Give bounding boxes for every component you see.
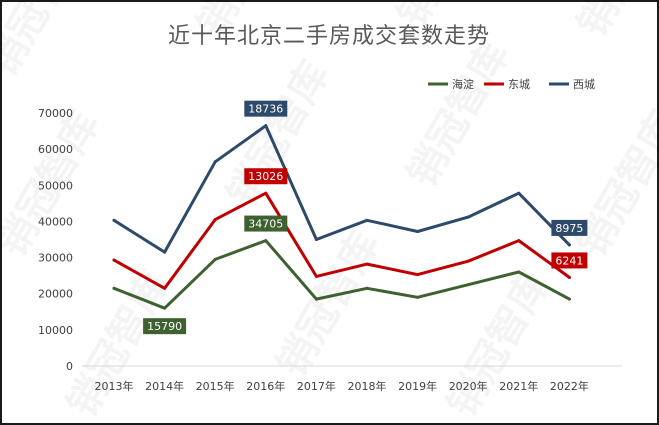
data-label-box	[244, 100, 288, 117]
legend-label: 海淀	[452, 77, 474, 91]
series-line	[112, 191, 571, 290]
data-label: 6241	[555, 254, 583, 267]
y-tick-label: 40000	[38, 215, 73, 228]
data-point	[112, 218, 116, 222]
watermark-text: 销冠智库	[569, 0, 659, 45]
data-point	[264, 239, 268, 243]
watermark-text: 销冠智库	[269, 223, 389, 385]
watermark-text: 销冠智库	[569, 103, 659, 265]
data-point	[365, 262, 369, 266]
data-point	[517, 191, 521, 195]
y-tick-label: 30000	[38, 252, 73, 265]
data-label: 34705	[248, 218, 283, 231]
chart-title: 近十年北京二手房成交套数走势	[168, 24, 490, 49]
series-line	[112, 124, 571, 254]
series-layer	[112, 124, 571, 310]
data-point	[416, 273, 420, 277]
data-label: 18736	[248, 103, 283, 116]
data-point	[416, 295, 420, 299]
legend-label: 东城	[508, 78, 530, 91]
y-tick-label: 60000	[38, 143, 73, 156]
data-point	[466, 259, 470, 263]
series-line	[112, 239, 571, 310]
x-tick-label: 2015年	[196, 379, 235, 393]
x-tick-label: 2016年	[246, 379, 285, 393]
legend: 海淀 东城 西城	[428, 77, 595, 91]
data-labels-layer: 15790 34705 13026 6241 18736 8975	[143, 100, 588, 335]
y-tick-label: 0	[66, 360, 73, 373]
x-tick-label: 2014年	[145, 379, 184, 393]
y-tick-label: 20000	[38, 288, 73, 301]
watermark-text: 销冠智库	[219, 53, 339, 215]
data-point	[517, 270, 521, 274]
data-point	[466, 215, 470, 219]
data-label-box	[244, 168, 288, 185]
watermark-text: 销冠智库	[0, 0, 99, 85]
data-point	[163, 250, 167, 254]
data-point	[567, 297, 571, 301]
legend-label: 西城	[573, 78, 595, 91]
data-label: 8975	[555, 222, 583, 235]
x-tick-label: 2013年	[95, 379, 134, 393]
data-label-box	[244, 215, 288, 232]
data-point	[314, 238, 318, 241]
data-label: 13026	[248, 170, 283, 183]
data-label-box	[551, 219, 588, 236]
data-point	[466, 283, 470, 287]
y-tick-label: 70000	[38, 107, 73, 120]
data-label: 15790	[147, 320, 182, 333]
data-label-box	[551, 252, 588, 269]
x-tick-label: 2017年	[297, 379, 336, 393]
data-point	[163, 286, 167, 290]
data-point	[213, 257, 217, 261]
data-point	[314, 274, 318, 278]
data-point	[567, 243, 571, 247]
watermark-text: 销冠智库	[399, 33, 519, 195]
x-tick-label: 2021年	[499, 379, 538, 393]
x-tick-label: 2022年	[550, 379, 589, 393]
data-point	[365, 286, 369, 290]
y-axis: 0 10000 20000 30000 40000 50000 60000 70000	[38, 107, 73, 373]
data-point	[163, 306, 167, 310]
data-label-box	[143, 318, 187, 335]
data-point	[213, 218, 217, 222]
y-tick-label: 50000	[38, 179, 73, 192]
x-tick-label: 2018年	[348, 379, 387, 393]
y-tick-label: 10000	[38, 324, 73, 337]
data-point	[264, 191, 268, 195]
data-point	[416, 230, 420, 234]
data-point	[112, 258, 116, 262]
data-point	[517, 239, 521, 243]
data-point	[567, 275, 571, 279]
data-point	[365, 218, 369, 222]
data-point	[264, 124, 268, 128]
data-point	[112, 286, 116, 290]
x-tick-label: 2019年	[398, 379, 437, 393]
x-tick-label: 2020年	[449, 379, 488, 393]
data-point	[314, 297, 318, 301]
x-axis: 2013年 2014年 2015年 2016年 2017年 2018年 2019年 2020年…	[95, 379, 589, 393]
data-point	[213, 160, 217, 164]
